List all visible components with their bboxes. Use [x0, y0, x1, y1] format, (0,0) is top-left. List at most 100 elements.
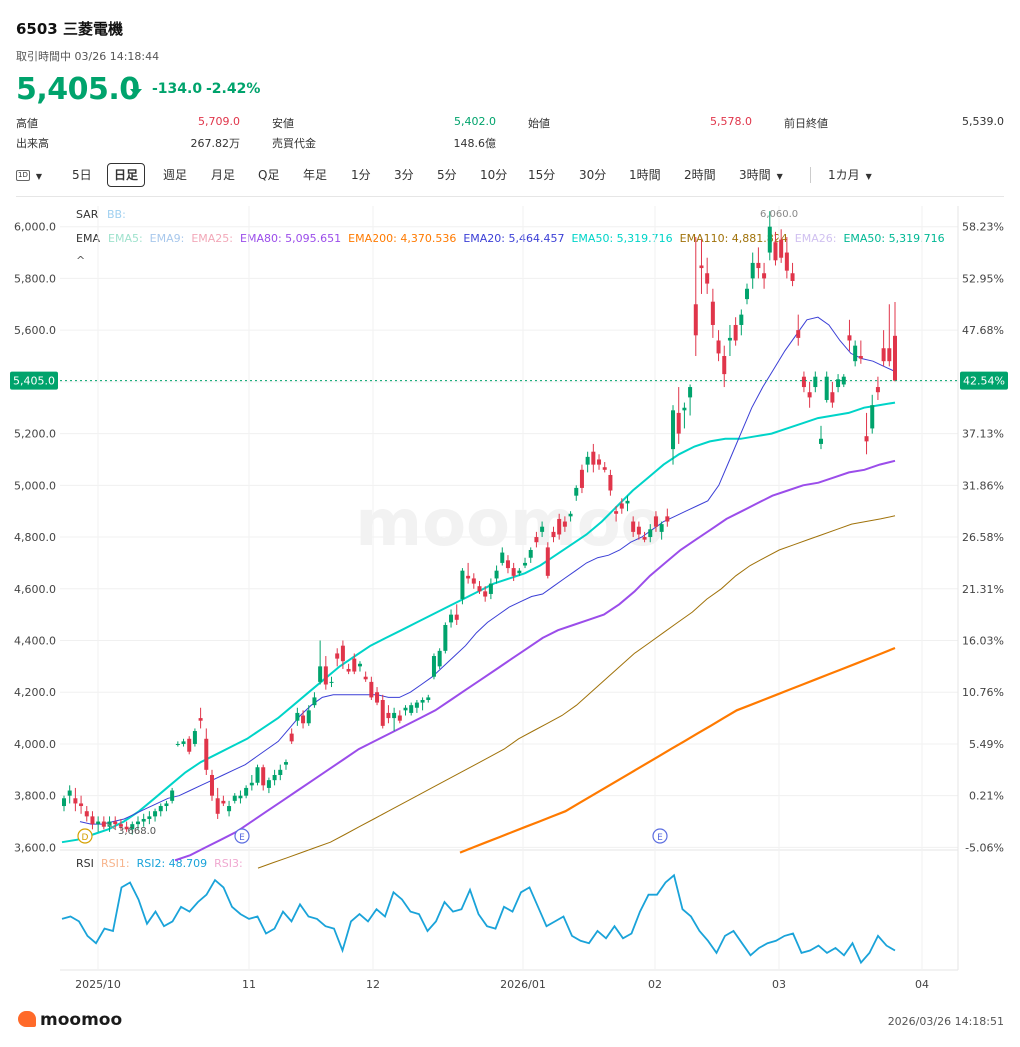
candle-body [335, 653, 340, 659]
y-tick-label: 5,200.0 [14, 428, 56, 441]
candle-body [306, 710, 311, 724]
candle-body [130, 824, 135, 830]
candle-body [659, 524, 664, 532]
candle-body [875, 387, 880, 393]
brand-logo: moomoo [18, 1010, 122, 1030]
candle-body [443, 624, 448, 651]
stat-open-label: 始値 [528, 117, 550, 130]
period-tab-13[interactable]: 2時間 [678, 163, 722, 187]
candle-body [204, 738, 209, 770]
watermark-logo: moomoo [355, 487, 664, 561]
candle-body [96, 821, 101, 825]
x-tick-label: 02 [648, 978, 662, 991]
sar-label[interactable]: SAR [76, 208, 99, 221]
current-pct-tag-label: 42.54% [963, 375, 1005, 388]
candle-body [289, 733, 294, 742]
ema-item-6: EMA50: 5,319.716 [571, 232, 673, 245]
rsi-label[interactable]: RSI [76, 857, 94, 870]
candle-body [819, 438, 824, 444]
period-tab-9[interactable]: 10分 [474, 163, 513, 187]
candle-body [221, 800, 226, 804]
candle-body [631, 521, 636, 532]
candle-body [801, 376, 806, 388]
pct-tick-label: 5.49% [969, 738, 1004, 751]
candle-body [346, 668, 351, 672]
stat-turnover-label: 売買代金 [272, 137, 316, 150]
candle-body [113, 821, 118, 825]
candle-body [557, 518, 562, 535]
period-tab-2[interactable]: 週足 [157, 163, 193, 187]
candle-body [409, 705, 414, 713]
candle-body [266, 780, 271, 788]
candle-body [807, 392, 812, 398]
candle-body [386, 712, 391, 719]
candle-body [255, 767, 260, 783]
range-dropdown[interactable]: 1カ月 ▼ [822, 163, 878, 187]
event-marker-e-icon [652, 828, 668, 844]
stat-low-label: 安値 [272, 117, 294, 130]
candle-body [540, 526, 545, 532]
stat-turnover-value: 148.6億 [453, 137, 497, 150]
period-tab-6[interactable]: 1分 [345, 163, 377, 187]
candle-body [597, 459, 602, 465]
down-arrow-icon [130, 82, 142, 96]
bb-label[interactable]: BB: [107, 208, 126, 221]
low-annotation: 3,668.0 [118, 826, 156, 837]
period-tab-label: 2時間 [684, 168, 716, 182]
ema-label[interactable]: EMA [76, 232, 100, 245]
candle-body [141, 818, 146, 822]
period-tab-14[interactable]: 3時間 ▼ [733, 163, 789, 187]
candle-body [574, 487, 579, 496]
candle-body [864, 436, 869, 442]
period-tab-label: 3分 [394, 168, 414, 182]
ema-item-7: EMA110: 4,881.824 [679, 232, 788, 245]
candle-body [534, 537, 539, 543]
candle-body [579, 469, 584, 488]
candle-body [340, 645, 345, 662]
candle-body [568, 513, 573, 517]
candle-body [67, 790, 72, 796]
period-tab-12[interactable]: 1時間 [623, 163, 667, 187]
period-tab-8[interactable]: 5分 [431, 163, 463, 187]
y-tick-label: 6,000.0 [14, 221, 56, 234]
period-tab-0[interactable]: 5日 [66, 163, 98, 187]
ema-item-2: EMA25: [191, 232, 234, 245]
chevron-down-icon: ▼ [865, 172, 872, 181]
candle-body [762, 273, 767, 279]
price-chart[interactable]: 6,000.0 58.23% 5,800.0 52.95% 5,600.0 47.68% 5… [0, 0, 1020, 1000]
candle-body [608, 474, 613, 491]
ema-item-8: EMA26: [794, 232, 837, 245]
chart-type-dropdown[interactable]: 1D ▼ [14, 163, 44, 187]
price-change: -134.0 [152, 81, 203, 97]
candle-body [699, 265, 704, 269]
candle-body [352, 658, 357, 672]
candle-body [853, 345, 858, 362]
candle-body [124, 826, 129, 830]
period-tab-1[interactable]: 日足 [107, 163, 146, 187]
candle-body [181, 741, 186, 744]
candle-body [727, 337, 732, 341]
daily-chart-icon: 1D [16, 170, 30, 181]
y-tick-label: 4,600.0 [14, 583, 56, 596]
pct-tick-label: 26.58% [962, 531, 1004, 544]
candle-body [318, 666, 323, 682]
period-tab-10[interactable]: 15分 [522, 163, 561, 187]
collapse-icon[interactable]: ^ [76, 254, 86, 267]
period-tab-label: 5分 [437, 168, 457, 182]
period-tab-11[interactable]: 30分 [573, 163, 612, 187]
candle-body [403, 707, 408, 711]
x-tick-label: 11 [242, 978, 256, 991]
period-tab-3[interactable]: 月足 [205, 163, 241, 187]
x-tick-label: 04 [915, 978, 929, 991]
candle-body [893, 335, 897, 381]
x-tick-label: 03 [772, 978, 786, 991]
candle-body [227, 806, 232, 812]
period-tab-4[interactable]: Q足 [252, 163, 285, 187]
period-tab-5[interactable]: 年足 [297, 163, 333, 187]
ema-item-0: EMA5: [108, 232, 143, 245]
candle-body [693, 304, 698, 336]
stat-high-label: 高値 [16, 117, 38, 130]
candle-body [147, 816, 152, 819]
period-tab-7[interactable]: 3分 [388, 163, 420, 187]
candle-body [158, 806, 163, 812]
